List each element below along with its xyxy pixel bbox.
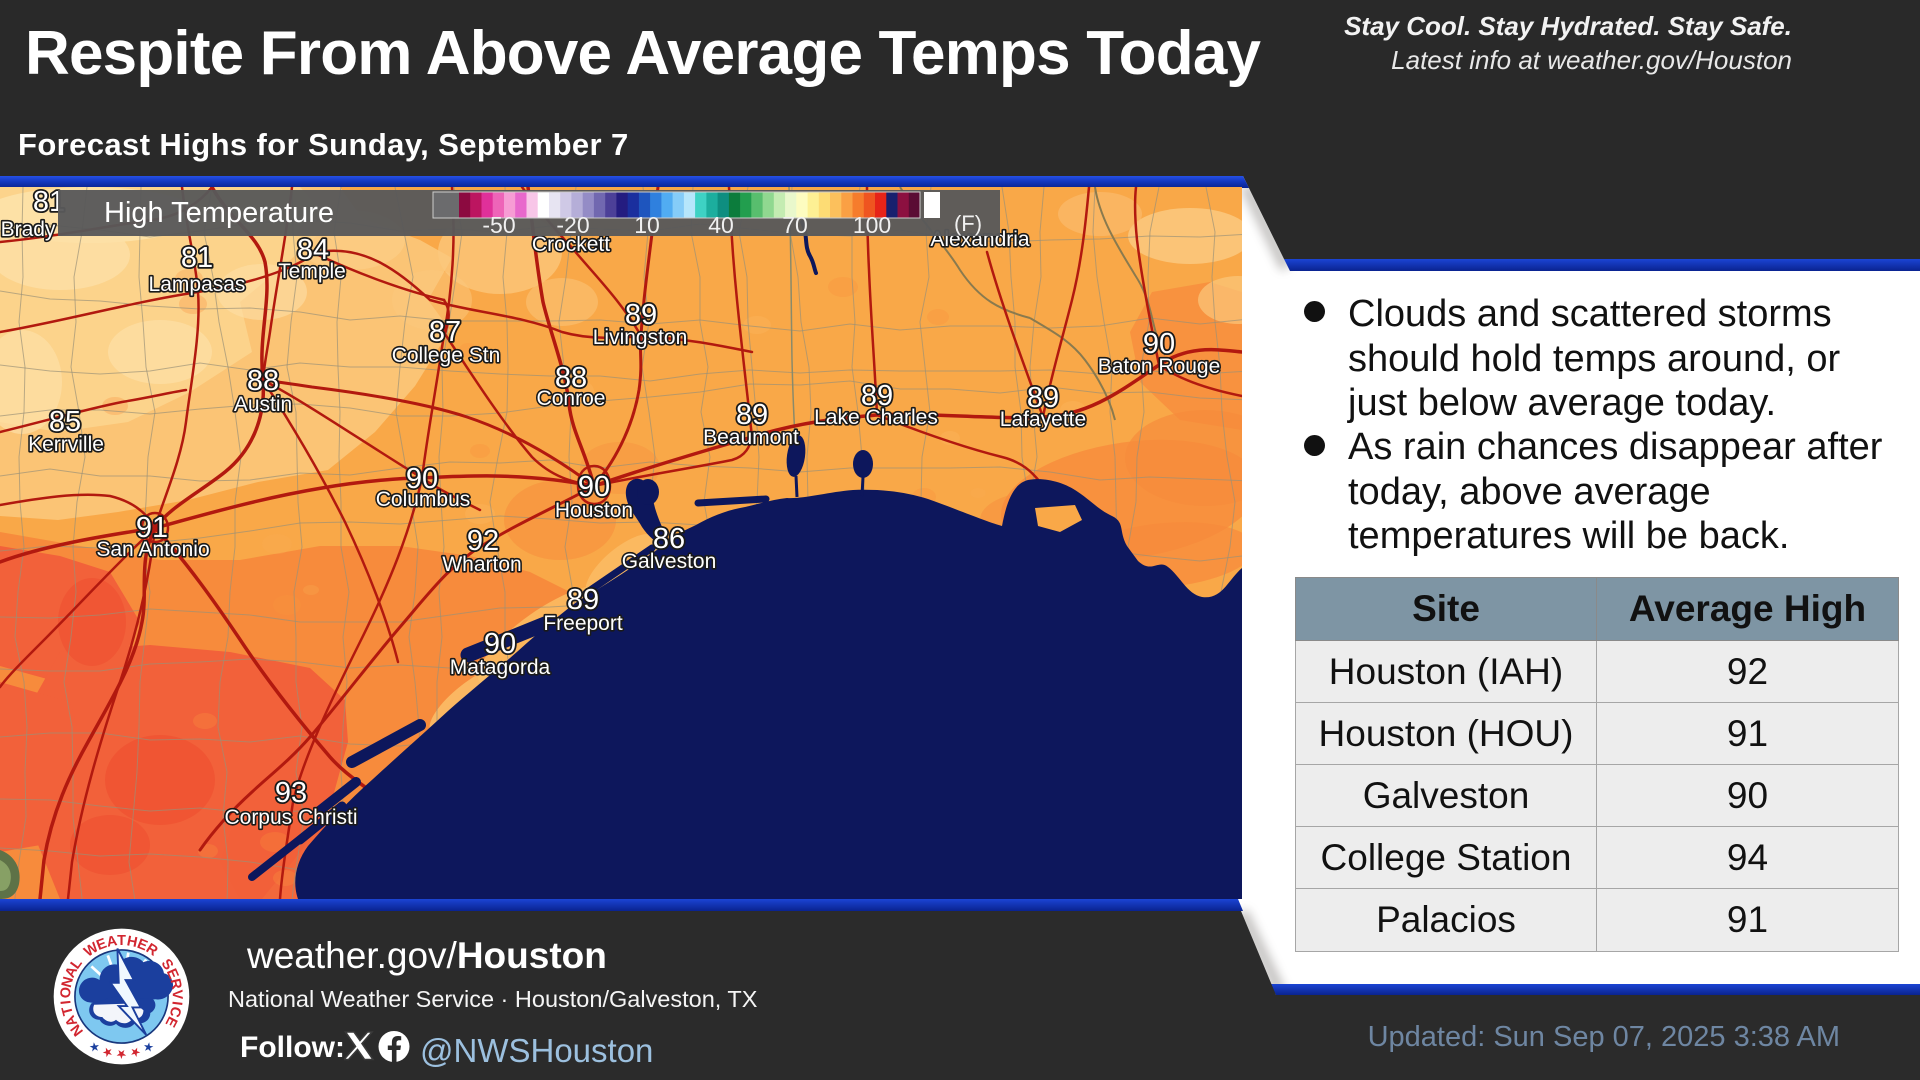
svg-text:91: 91 [136, 512, 168, 544]
svg-text:81: 81 [181, 242, 213, 274]
svg-text:H: H [125, 933, 138, 951]
svg-text:-20: -20 [556, 212, 589, 238]
svg-text:Beaumont: Beaumont [703, 426, 799, 449]
svg-text:T: T [117, 933, 126, 949]
svg-text:★: ★ [101, 1044, 115, 1060]
svg-text:Matagorda: Matagorda [450, 656, 551, 679]
svg-text:10: 10 [634, 212, 660, 238]
svg-text:★: ★ [116, 1047, 127, 1061]
svg-text:Corpus Christi: Corpus Christi [224, 806, 357, 829]
svg-text:V: V [169, 989, 185, 1000]
svg-text:Lake Charles: Lake Charles [814, 406, 938, 429]
svg-text:90: 90 [484, 628, 516, 660]
svg-text:★: ★ [128, 1044, 142, 1060]
svg-text:90: 90 [406, 463, 438, 495]
svg-text:92: 92 [467, 525, 499, 557]
svg-text:R: R [166, 977, 184, 991]
svg-text:87: 87 [429, 316, 461, 348]
svg-text:Lampasas: Lampasas [149, 273, 246, 296]
svg-text:San Antonio: San Antonio [96, 538, 209, 561]
svg-text:Livingston: Livingston [593, 326, 688, 349]
svg-text:(F): (F) [954, 211, 982, 236]
svg-text:Kerrville: Kerrville [28, 433, 104, 456]
svg-text:Freeport: Freeport [543, 612, 623, 635]
svg-text:O: O [58, 986, 75, 998]
svg-text:89: 89 [567, 584, 599, 616]
svg-text:88: 88 [247, 365, 279, 397]
svg-text:N: N [59, 975, 77, 989]
svg-text:Galveston: Galveston [622, 550, 717, 573]
svg-text:Lafayette: Lafayette [1000, 408, 1086, 431]
svg-text:100: 100 [853, 212, 891, 238]
svg-text:I: I [58, 999, 74, 1005]
svg-text:C: C [166, 1005, 184, 1019]
svg-text:89: 89 [861, 380, 893, 412]
svg-text:70: 70 [782, 212, 808, 238]
svg-text:40: 40 [708, 212, 734, 238]
svg-text:90: 90 [1143, 328, 1175, 360]
svg-text:Columbus: Columbus [376, 488, 471, 511]
svg-text:A: A [105, 933, 118, 951]
svg-text:Houston: Houston [555, 499, 633, 522]
svg-text:High Temperature: High Temperature [104, 197, 334, 229]
svg-text:89: 89 [625, 299, 657, 331]
svg-text:College Stn: College Stn [392, 344, 501, 367]
svg-text:-50: -50 [482, 212, 515, 238]
svg-text:Wharton: Wharton [442, 553, 521, 576]
svg-text:Austin: Austin [234, 393, 292, 416]
svg-text:90: 90 [578, 471, 610, 503]
svg-text:93: 93 [275, 777, 307, 809]
svg-text:Brady: Brady [1, 218, 56, 241]
svg-text:88: 88 [555, 362, 587, 394]
svg-text:84: 84 [297, 234, 329, 266]
svg-text:86: 86 [653, 523, 685, 555]
svg-text:Conroe: Conroe [537, 387, 606, 410]
svg-text:A: A [62, 1013, 81, 1029]
svg-text:Temple: Temple [278, 260, 346, 283]
svg-text:T: T [59, 1004, 77, 1017]
svg-text:85: 85 [49, 406, 81, 438]
svg-text:Baton Rouge: Baton Rouge [1098, 355, 1221, 378]
svg-text:I: I [168, 1000, 184, 1006]
svg-text:89: 89 [736, 399, 768, 431]
svg-text:89: 89 [1027, 382, 1059, 414]
